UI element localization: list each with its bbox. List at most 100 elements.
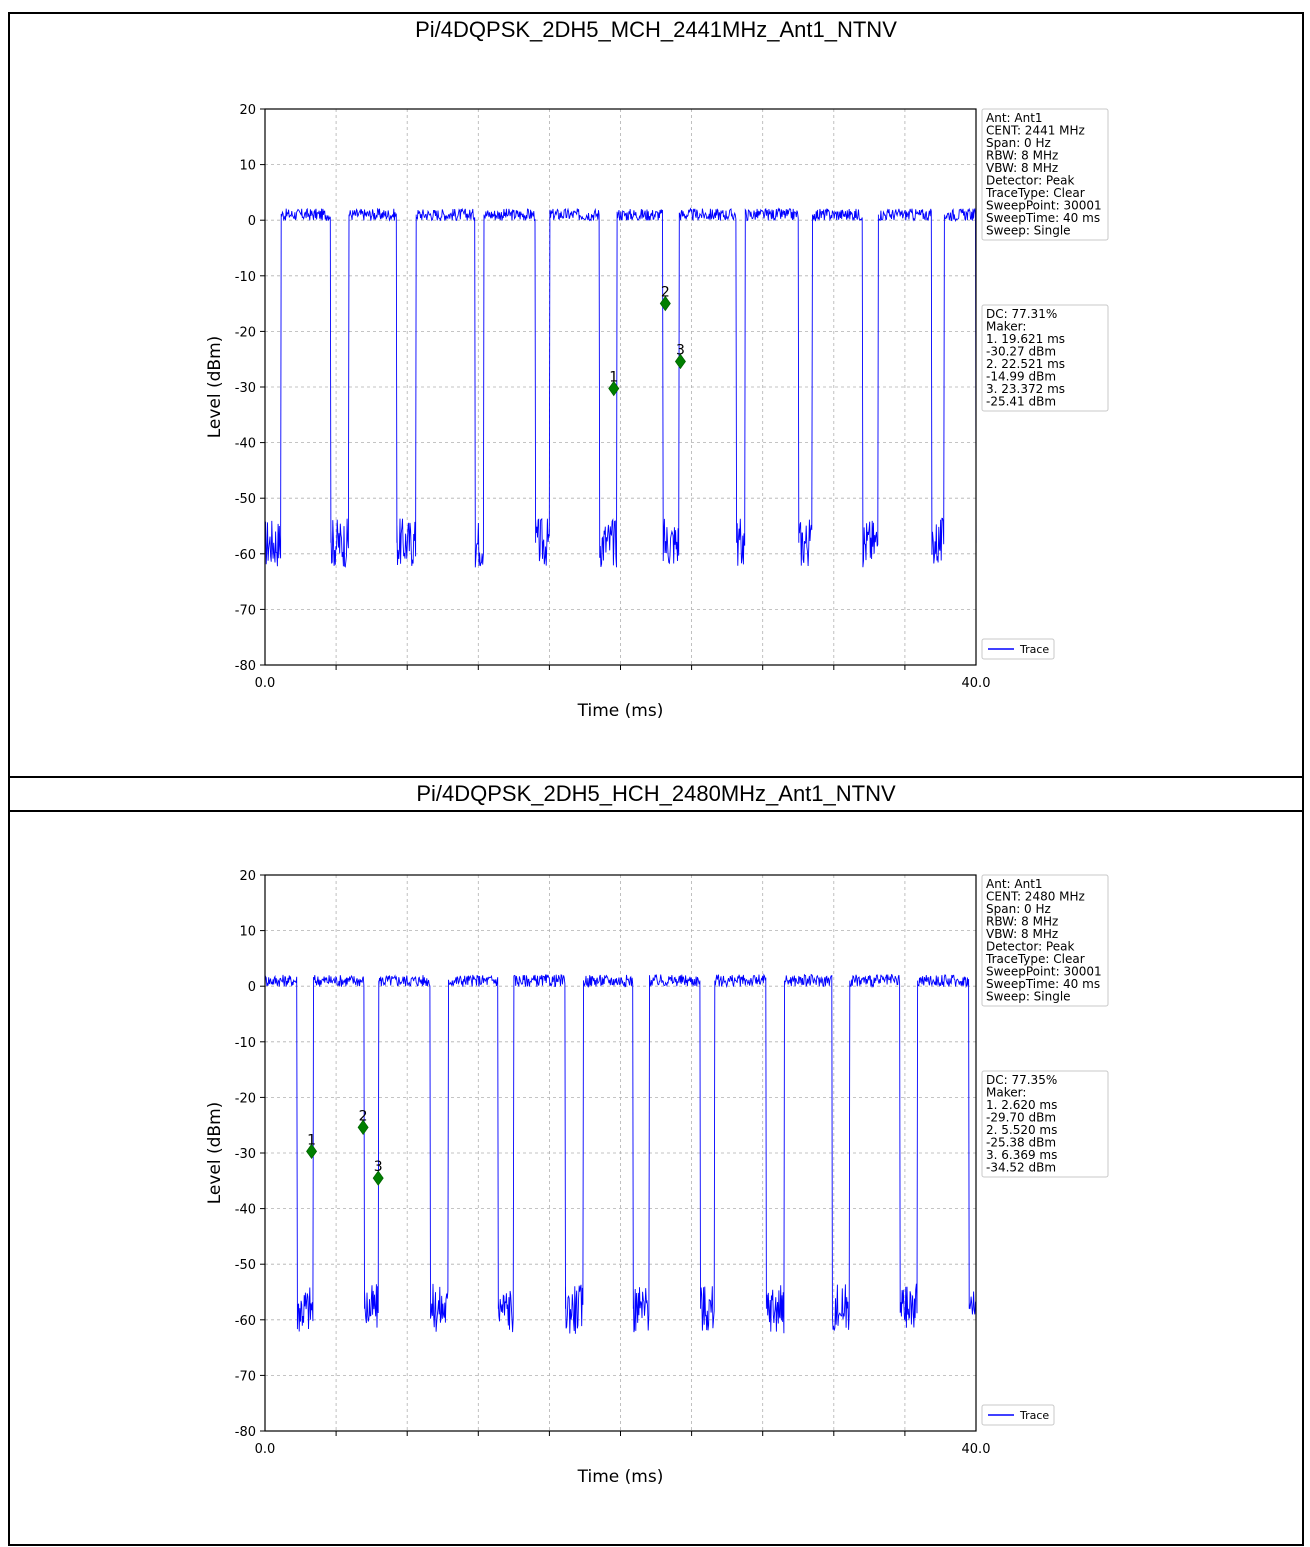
chart-2-title: Pi/4DQPSK_2DH5_HCH_2480MHz_Ant1_NTNV [416, 781, 896, 806]
marker-label: 2 [359, 1108, 368, 1124]
y-tick-label: -30 [235, 381, 256, 396]
y-tick-label: -20 [235, 1091, 256, 1106]
y-tick-label: -80 [235, 1425, 256, 1440]
x-tick-label: 0.0 [255, 676, 276, 691]
x-axis-label: Time (ms) [577, 1467, 664, 1487]
marker-readout-box-line: DC: 77.35% [986, 1073, 1057, 1087]
grid-lines [260, 874, 976, 1436]
y-tick-label: -50 [235, 1258, 256, 1273]
x-axis-label: Time (ms) [577, 701, 664, 721]
chart-1-title: Pi/4DQPSK_2DH5_MCH_2441MHz_Ant1_NTNV [415, 17, 897, 42]
settings-box-line: Sweep: Single [986, 224, 1071, 238]
y-tick-label: 20 [239, 103, 256, 118]
settings-box-line: CENT: 2480 MHz [986, 890, 1085, 904]
y-tick-label: -50 [235, 492, 256, 507]
marker-readout-box-frame [981, 304, 1109, 412]
chart-2-title-cell: Pi/4DQPSK_2DH5_HCH_2480MHz_Ant1_NTNV [8, 778, 1304, 812]
y-tick-label: 0 [248, 214, 256, 229]
marker-label: 3 [374, 1159, 383, 1175]
chart-2-plot: 20 10 0 -10 -20 -30 -40 -50 -60 -70 -80 0.0 40.0 1 2 3 T… [205, 869, 1109, 1487]
settings-box-line: VBW: 8 MHz [986, 927, 1058, 941]
marker-1: 1 [608, 370, 620, 397]
settings-box-line: Ant: Ant1 [986, 111, 1043, 125]
marker-diamond [659, 295, 671, 312]
marker-readout-box-line: -34.52 dBm [986, 1161, 1056, 1175]
y-tick-label: 20 [239, 869, 256, 884]
marker-label: 1 [609, 370, 618, 386]
y-tick-label: -10 [235, 1036, 256, 1051]
marker-readout-box: DC: 77.31%Maker:1. 19.621 ms -30.27 dBm2… [981, 304, 1109, 412]
marker-readout-box-line: 3. 23.372 ms [986, 382, 1065, 396]
legend: Trace [981, 1404, 1055, 1426]
trace-line [264, 207, 977, 568]
y-tick-label: -20 [235, 325, 256, 340]
marker-readout-box-line: 2. 22.521 ms [986, 357, 1065, 371]
settings-box-line: Ant: Ant1 [986, 877, 1043, 891]
marker-diamond [306, 1143, 318, 1160]
legend-label: Trace [1019, 643, 1049, 656]
settings-box-frame [981, 874, 1109, 1007]
legend: Trace [981, 638, 1055, 660]
marker-readout-box-line: -29.70 dBm [986, 1111, 1056, 1125]
marker-diamond [357, 1119, 369, 1136]
settings-box-line: Sweep: Single [986, 990, 1071, 1004]
y-tick-label: -10 [235, 270, 256, 285]
marker-3: 3 [372, 1159, 384, 1186]
marker-diamond [674, 353, 686, 370]
marker-label: 1 [307, 1132, 316, 1148]
marker-2: 2 [659, 285, 671, 312]
marker-readout-box: DC: 77.35%Maker:1. 2.620 ms -29.70 dBm2.… [981, 1070, 1109, 1178]
settings-box-line: RBW: 8 MHz [986, 149, 1058, 163]
y-tick-label: 0 [248, 980, 256, 995]
settings-box-line: SweepPoint: 30001 [986, 965, 1102, 979]
x-tick-label: 40.0 [962, 1442, 991, 1457]
marker-readout-box-line: DC: 77.31% [986, 307, 1057, 321]
settings-box-line: TraceType: Clear [985, 952, 1085, 966]
settings-box-line: CENT: 2441 MHz [986, 124, 1085, 138]
marker-1: 1 [306, 1132, 318, 1160]
y-axis-label: Level (dBm) [205, 336, 225, 439]
chart-1-body-cell: 20 10 0 -10 -20 -30 -40 -50 -60 -70 -80 0.0 40.0 1 2 3 T… [8, 46, 1304, 778]
marker-diamond [372, 1170, 384, 1186]
marker-readout-box-line: 1. 19.621 ms [986, 332, 1065, 346]
settings-box-frame [981, 108, 1109, 241]
settings-box-line: RBW: 8 MHz [986, 915, 1058, 929]
settings-box-line: Span: 0 Hz [986, 902, 1051, 916]
chart-1-title-cell: Pi/4DQPSK_2DH5_MCH_2441MHz_Ant1_NTNV [8, 12, 1304, 48]
plot-frame [264, 874, 977, 1432]
y-tick-label: -30 [235, 1147, 256, 1162]
grid-lines [260, 108, 976, 670]
y-tick-label: 10 [239, 925, 256, 940]
trace-line [264, 973, 976, 1334]
x-tick-label: 40.0 [962, 676, 991, 691]
chart-1-plot: 20 10 0 -10 -20 -30 -40 -50 -60 -70 -80 0.0 40.0 1 2 3 T… [205, 103, 1109, 721]
y-tick-label: 10 [239, 159, 256, 174]
y-tick-label: -60 [235, 1314, 256, 1329]
y-tick-label: -40 [235, 1203, 256, 1218]
y-tick-label: -70 [235, 1369, 256, 1384]
settings-box-line: Detector: Peak [986, 174, 1074, 188]
marker-readout-box-line: -25.38 dBm [986, 1136, 1056, 1150]
marker-readout-box-line: -30.27 dBm [986, 345, 1056, 359]
y-tick-label: -70 [235, 603, 256, 618]
marker-readout-box-line: Maker: [986, 320, 1026, 334]
marker-diamond [608, 380, 620, 397]
marker-readout-box-line: -25.41 dBm [986, 395, 1056, 409]
marker-readout-box-line: Maker: [986, 1086, 1026, 1100]
marker-label: 2 [661, 285, 670, 301]
marker-readout-box-line: 3. 6.369 ms [986, 1148, 1057, 1162]
y-tick-label: -60 [235, 548, 256, 563]
settings-box-line: SweepTime: 40 ms [986, 977, 1100, 991]
x-tick-label: 0.0 [255, 1442, 276, 1457]
legend-frame [981, 1404, 1055, 1426]
y-tick-label: -40 [235, 437, 256, 452]
marker-3: 3 [674, 342, 686, 370]
settings-box-line: SweepTime: 40 ms [986, 211, 1100, 225]
marker-readout-box-frame [981, 1070, 1109, 1178]
settings-box-line: Detector: Peak [986, 940, 1074, 954]
settings-box-line: SweepPoint: 30001 [986, 199, 1102, 213]
marker-readout-box-line: -14.99 dBm [986, 370, 1056, 384]
